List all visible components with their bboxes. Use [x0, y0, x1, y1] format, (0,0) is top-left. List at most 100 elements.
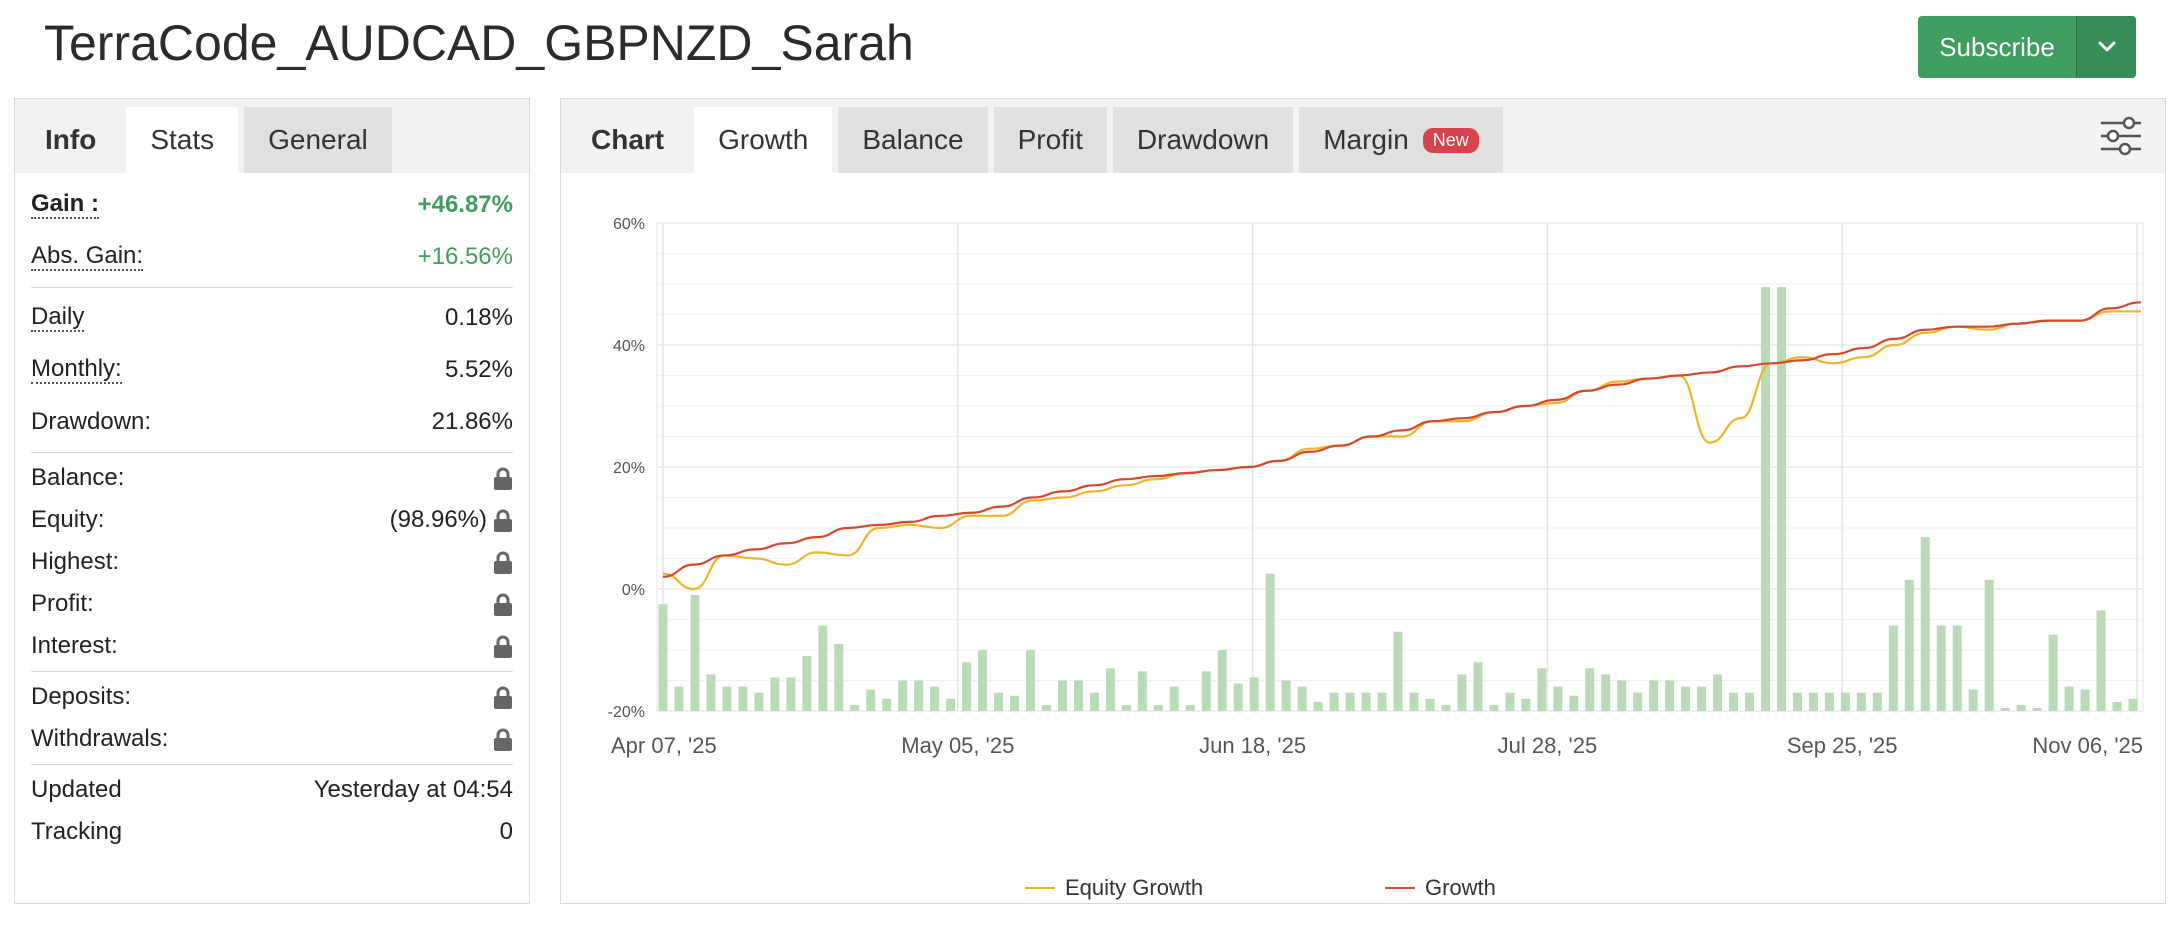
bar	[786, 677, 796, 711]
bar	[850, 704, 860, 711]
updated-label: Updated	[31, 776, 122, 803]
bar	[1185, 704, 1195, 711]
stat-row-gain: Gain : +46.87%	[31, 179, 513, 231]
new-badge: New	[1422, 127, 1479, 153]
stats-panel: Info Stats General Gain : +46.87% Abs. G…	[14, 98, 530, 904]
daily-label[interactable]: Daily	[31, 303, 85, 332]
bar	[1345, 692, 1355, 711]
bar	[1473, 662, 1483, 711]
bar	[1217, 650, 1227, 711]
legend-growth[interactable]: Growth	[1385, 875, 1496, 901]
y-tick-label: 60%	[613, 216, 645, 233]
bar	[2016, 704, 2026, 711]
lock-icon[interactable]	[487, 506, 513, 533]
tab-stats[interactable]: Stats	[126, 107, 239, 173]
bar	[754, 692, 764, 711]
bar	[818, 625, 828, 711]
drawdown-label: Drawdown:	[31, 408, 152, 435]
bar	[1409, 692, 1419, 711]
tab-growth[interactable]: Growth	[694, 107, 833, 173]
bar	[1361, 692, 1371, 711]
subscribe-button[interactable]: Subscribe	[1918, 16, 2136, 78]
tab-chart[interactable]: Chart	[591, 124, 665, 155]
bar	[1984, 579, 1994, 711]
x-tick-label: Sep 25, '25	[1787, 733, 1898, 758]
bar	[1457, 674, 1467, 711]
y-tick-label: -20%	[608, 704, 645, 721]
lock-icon[interactable]	[487, 590, 513, 618]
bar	[1617, 680, 1627, 711]
equity-label: Equity:	[31, 506, 105, 533]
highest-label: Highest:	[31, 548, 120, 575]
lock-icon[interactable]	[487, 632, 513, 660]
abs-gain-label[interactable]: Abs. Gain:	[31, 242, 144, 271]
bar	[898, 680, 908, 711]
bar	[1521, 698, 1531, 711]
bar	[1633, 692, 1643, 711]
monthly-label[interactable]: Monthly:	[31, 355, 122, 384]
tab-general[interactable]: General	[244, 107, 392, 173]
monthly-value: 5.52%	[444, 356, 513, 383]
stat-row-equity: Equity: (98.96%)	[31, 499, 513, 541]
bar	[1920, 537, 1930, 711]
bar	[1585, 668, 1595, 711]
equity-value-group: (98.96%)	[390, 506, 513, 534]
chart-tabs: Chart Growth Balance Profit Drawdown Mar…	[561, 99, 2165, 173]
settings-sliders-icon[interactable]	[2099, 115, 2143, 157]
stat-row-drawdown: Drawdown: 21.86%	[31, 396, 513, 448]
interest-label: Interest:	[31, 632, 118, 659]
stat-row-daily: Daily 0.18%	[31, 292, 513, 344]
tab-margin[interactable]: Margin New	[1299, 107, 1503, 173]
bar	[2112, 701, 2122, 711]
stat-row-tracking: Tracking 0	[31, 811, 513, 853]
bar	[690, 595, 700, 711]
lock-icon[interactable]	[487, 683, 513, 711]
daily-value: 0.18%	[444, 304, 513, 331]
bar	[722, 686, 732, 711]
legend-line-equity	[1025, 887, 1055, 889]
gain-label[interactable]: Gain :	[31, 190, 100, 219]
legend-equity-growth[interactable]: Equity Growth	[1025, 875, 1203, 901]
bar	[930, 686, 940, 711]
subscribe-label[interactable]: Subscribe	[1939, 31, 2055, 62]
lock-icon[interactable]	[487, 725, 513, 753]
bar	[674, 686, 684, 711]
bar	[2048, 634, 2058, 711]
bar	[1489, 704, 1499, 711]
bar	[1121, 704, 1131, 711]
x-tick-label: Jun 18, '25	[1199, 733, 1306, 758]
tab-profit[interactable]: Profit	[993, 107, 1107, 173]
bar	[1441, 704, 1451, 711]
series-line-equity-growth	[662, 310, 2141, 591]
drawdown-value: 21.86%	[431, 408, 513, 435]
bar	[1840, 692, 1850, 711]
bar	[1761, 287, 1770, 711]
bar	[2032, 707, 2042, 711]
balance-label: Balance:	[31, 464, 125, 491]
bar	[1665, 680, 1675, 711]
tab-balance[interactable]: Balance	[838, 107, 988, 173]
lock-icon[interactable]	[487, 464, 513, 492]
x-tick-label: May 05, '25	[901, 733, 1014, 758]
tab-info[interactable]: Info	[45, 124, 97, 155]
series-line-growth	[662, 301, 2142, 578]
tab-margin-label: Margin	[1323, 124, 1409, 155]
lock-icon[interactable]	[487, 548, 513, 576]
bar	[2128, 698, 2138, 711]
bar	[1153, 704, 1163, 711]
bar	[866, 689, 876, 711]
stat-row-balance: Balance:	[31, 457, 513, 499]
bar	[1968, 689, 1978, 711]
stat-row-interest: Interest:	[31, 625, 513, 667]
growth-chart: 60% 40% 20% 0% -20% Apr 07, '25 May 05, '25 Jun…	[561, 173, 2165, 903]
divider	[31, 764, 513, 765]
bar	[658, 604, 668, 711]
tracking-value: 0	[499, 818, 513, 845]
bar	[1952, 625, 1962, 711]
bar	[994, 692, 1004, 711]
bar	[1792, 692, 1802, 711]
bar	[1808, 692, 1818, 711]
bar	[1776, 287, 1786, 711]
chevron-down-icon[interactable]	[2076, 16, 2136, 78]
tab-drawdown[interactable]: Drawdown	[1112, 107, 1294, 173]
